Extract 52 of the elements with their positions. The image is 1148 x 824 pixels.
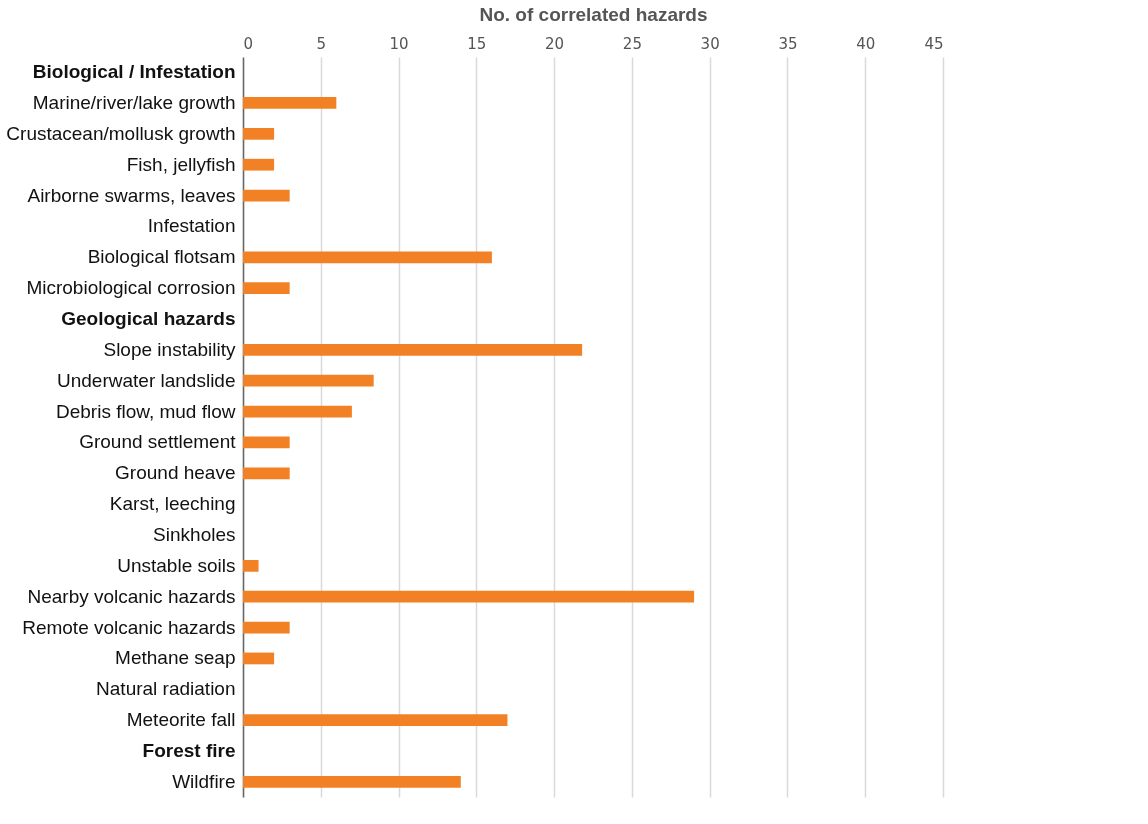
- x-tick-label: 10: [389, 34, 409, 53]
- y-tick-label: Debris flow, mud flow: [55, 400, 236, 422]
- bar: [243, 282, 290, 294]
- x-tick-label: 20: [545, 34, 565, 53]
- y-tick-label: Biological / Infestation: [32, 61, 236, 83]
- bar: [243, 467, 290, 480]
- bar: [243, 374, 374, 387]
- y-tick-label: Ground heave: [115, 462, 236, 484]
- y-tick-label: Marine/river/lake growth: [32, 91, 236, 113]
- x-axis-title: No. of correlated hazards: [479, 3, 708, 25]
- y-tick-label: Nearby volcanic hazards: [27, 585, 236, 607]
- bar: [243, 405, 352, 418]
- y-tick-label: Forest fire: [142, 740, 236, 762]
- y-tick-label: Infestation: [147, 215, 236, 237]
- y-tick-label: Fish, jellyfish: [126, 153, 236, 175]
- bar: [243, 590, 695, 603]
- bar: [243, 621, 290, 634]
- y-tick-label: Ground settlement: [79, 431, 237, 453]
- bar: [243, 436, 290, 449]
- y-tick-label: Methane seap: [115, 647, 236, 669]
- y-tick-label: Underwater landslide: [57, 369, 236, 391]
- y-tick-label: Geological hazards: [61, 307, 236, 329]
- bar: [243, 776, 461, 788]
- x-tick-label: 5: [316, 34, 327, 53]
- y-tick-label: Slope instability: [103, 338, 236, 360]
- y-tick-label: Microbiological corrosion: [26, 277, 236, 299]
- bar: [243, 652, 275, 665]
- x-tick-label: 0: [243, 34, 254, 53]
- x-tick-label: 40: [856, 34, 876, 53]
- y-tick-label: Crustacean/mollusk growth: [6, 122, 236, 144]
- bar: [243, 127, 275, 140]
- y-tick-label: Wildfire: [172, 770, 236, 792]
- y-tick-label: Natural radiation: [96, 678, 236, 700]
- bar: [243, 158, 275, 171]
- y-tick-label: Sinkholes: [153, 524, 236, 546]
- y-tick-label: Remote volcanic hazards: [22, 616, 236, 638]
- y-tick-label: Meteorite fall: [126, 709, 236, 731]
- bar: [243, 189, 290, 202]
- bar: [243, 560, 259, 572]
- bar: [243, 97, 337, 109]
- bar: [243, 251, 492, 264]
- y-tick-label: Biological flotsam: [87, 246, 236, 268]
- y-tick-label: Unstable soils: [117, 554, 236, 576]
- x-tick-label: 25: [622, 34, 642, 53]
- x-tick-label: 30: [700, 34, 720, 53]
- x-tick-label: 35: [778, 34, 798, 53]
- y-tick-label: Karst, leeching: [109, 493, 236, 515]
- bar: [243, 343, 583, 356]
- y-tick-label: Airborne swarms, leaves: [27, 184, 236, 206]
- x-tick-label: 45: [924, 34, 944, 53]
- bar: [243, 714, 508, 727]
- x-tick-label: 15: [467, 34, 487, 53]
